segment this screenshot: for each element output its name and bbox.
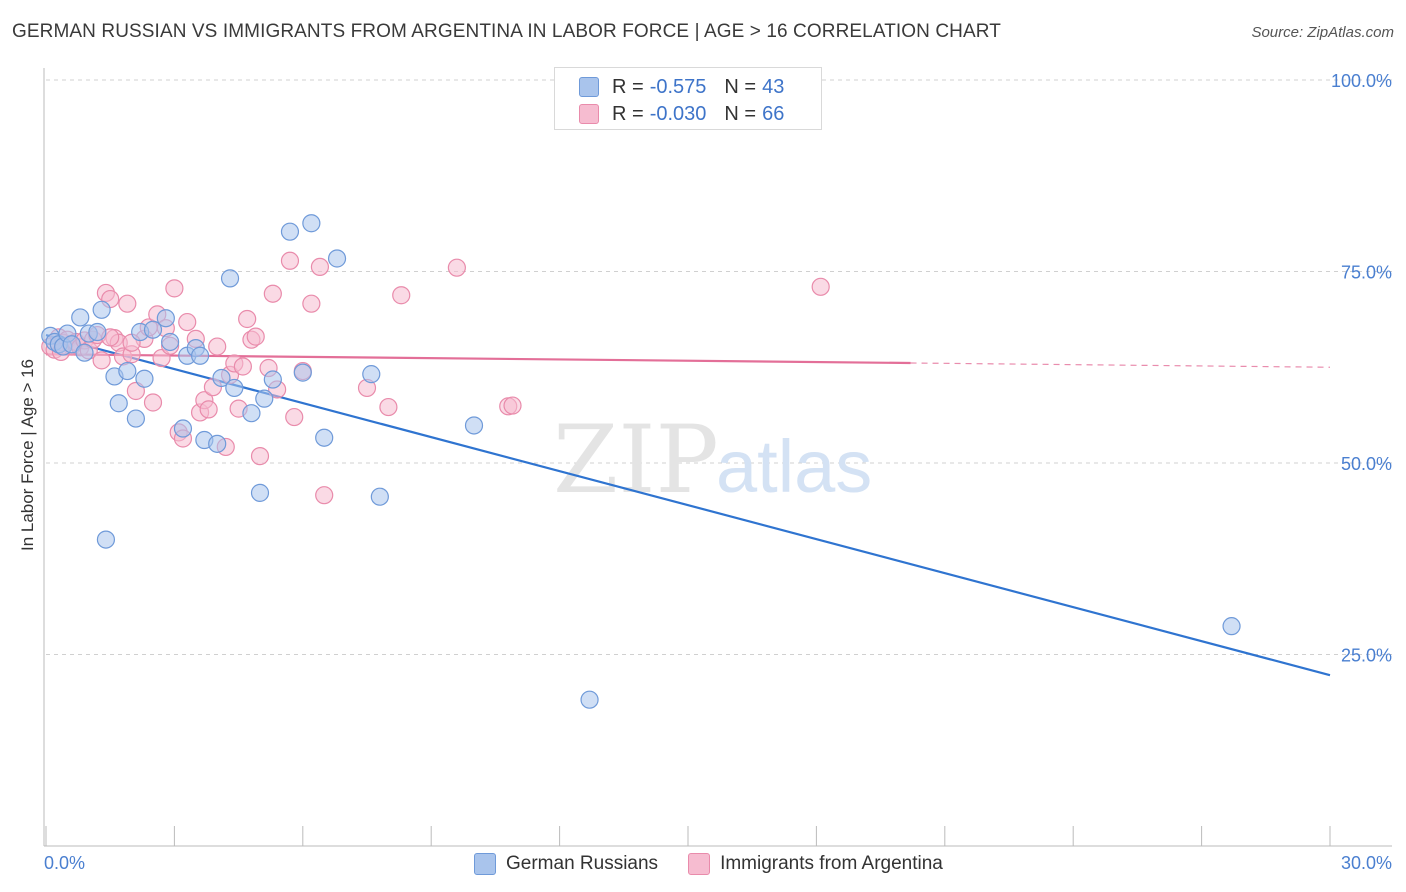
legend-row-german-russians: R = -0.575 N = 43 bbox=[579, 74, 802, 100]
point-argentina bbox=[811, 277, 830, 296]
point-argentina bbox=[302, 294, 321, 313]
source-credit: Source: ZipAtlas.com bbox=[1251, 24, 1394, 41]
point-argentina bbox=[233, 357, 252, 376]
y-axis-label: In Labor Force | Age > 16 bbox=[18, 358, 37, 552]
point-german-russians bbox=[220, 269, 240, 288]
data-points bbox=[41, 214, 1241, 709]
legend-row-argentina: R = -0.030 N = 66 bbox=[579, 101, 802, 127]
point-german-russians bbox=[190, 346, 210, 365]
point-german-russians bbox=[208, 434, 227, 453]
point-german-russians bbox=[143, 320, 163, 339]
point-german-russians bbox=[464, 416, 484, 435]
point-argentina bbox=[92, 351, 111, 370]
point-german-russians bbox=[580, 690, 599, 709]
point-argentina bbox=[208, 337, 227, 356]
point-german-russians bbox=[263, 370, 282, 389]
point-german-russians bbox=[1222, 617, 1241, 636]
point-argentina bbox=[379, 397, 398, 417]
n-label: N = bbox=[724, 102, 757, 125]
r-value: -0.575 bbox=[649, 75, 707, 98]
n-value: 66 bbox=[762, 102, 785, 125]
point-argentina bbox=[246, 327, 265, 346]
point-german-russians bbox=[250, 483, 270, 502]
trend-line-dashed bbox=[910, 362, 1331, 368]
legend-item-german-russians[interactable]: German Russians bbox=[474, 853, 658, 875]
point-german-russians bbox=[327, 249, 347, 268]
correlation-legend: R = -0.575 N = 43 R = -0.030 N = 66 bbox=[554, 67, 822, 130]
point-argentina bbox=[310, 257, 330, 277]
point-argentina bbox=[315, 486, 334, 505]
point-german-russians bbox=[293, 363, 312, 382]
blue-swatch bbox=[474, 853, 496, 875]
legend-label: Immigrants from Argentina bbox=[720, 853, 943, 874]
watermark-zip: ZIP bbox=[553, 406, 719, 515]
point-argentina bbox=[503, 396, 522, 415]
point-german-russians bbox=[118, 361, 137, 381]
point-german-russians bbox=[242, 404, 261, 423]
point-argentina bbox=[143, 393, 163, 412]
point-german-russians bbox=[225, 378, 244, 398]
pink-swatch bbox=[579, 104, 599, 124]
point-german-russians bbox=[96, 530, 116, 549]
point-german-russians bbox=[212, 368, 231, 388]
watermark: ZIP atlas bbox=[553, 406, 872, 515]
legend-label: German Russians bbox=[506, 853, 659, 874]
y-tick-label: 100.0% bbox=[1331, 71, 1392, 91]
point-argentina bbox=[280, 251, 300, 270]
point-german-russians bbox=[71, 308, 90, 327]
point-german-russians bbox=[370, 487, 389, 506]
point-german-russians bbox=[92, 300, 111, 319]
y-tick-label: 75.0% bbox=[1341, 263, 1392, 283]
y-tick-label: 25.0% bbox=[1341, 646, 1392, 666]
watermark-atlas: atlas bbox=[716, 425, 872, 508]
point-argentina bbox=[447, 258, 466, 277]
point-german-russians bbox=[173, 419, 193, 438]
point-argentina bbox=[285, 407, 304, 427]
legend-item-argentina[interactable]: Immigrants from Argentina bbox=[688, 853, 943, 875]
point-german-russians bbox=[280, 222, 300, 241]
point-german-russians bbox=[88, 322, 107, 342]
point-german-russians bbox=[315, 428, 334, 447]
point-argentina bbox=[199, 400, 218, 419]
point-german-russians bbox=[109, 394, 128, 413]
point-argentina bbox=[263, 284, 282, 303]
point-german-russians bbox=[126, 409, 145, 428]
point-german-russians bbox=[135, 369, 154, 388]
point-argentina bbox=[238, 309, 257, 329]
point-german-russians bbox=[156, 309, 175, 328]
x-tick-label: 0.0% bbox=[44, 853, 85, 873]
blue-swatch bbox=[579, 77, 599, 97]
pink-swatch bbox=[688, 853, 711, 875]
axes bbox=[43, 68, 1392, 847]
point-german-russians bbox=[75, 343, 94, 362]
point-argentina bbox=[178, 312, 197, 332]
n-label: N = bbox=[724, 75, 757, 98]
point-german-russians bbox=[161, 332, 180, 352]
x-tick-label: 30.0% bbox=[1341, 853, 1392, 873]
point-argentina bbox=[392, 286, 411, 305]
point-german-russians bbox=[255, 389, 274, 408]
point-german-russians bbox=[62, 335, 81, 354]
r-label: R = bbox=[612, 75, 644, 98]
n-value: 43 bbox=[762, 75, 785, 98]
trend-line-solid bbox=[45, 353, 911, 365]
tick-labels: 25.0% 50.0% 75.0% 100.0% 0.0% 30.0% bbox=[44, 71, 1392, 873]
y-tick-label: 50.0% bbox=[1341, 454, 1392, 474]
chart-title: GERMAN RUSSIAN VS IMMIGRANTS FROM ARGENT… bbox=[12, 21, 1001, 42]
r-value: -0.030 bbox=[649, 102, 707, 125]
point-german-russians bbox=[362, 365, 381, 384]
point-german-russians bbox=[302, 214, 321, 233]
r-label: R = bbox=[612, 102, 644, 125]
point-argentina bbox=[250, 447, 270, 466]
series-legend: German Russians Immigrants from Argentin… bbox=[474, 852, 973, 876]
point-argentina bbox=[118, 294, 137, 313]
point-argentina bbox=[165, 279, 184, 298]
